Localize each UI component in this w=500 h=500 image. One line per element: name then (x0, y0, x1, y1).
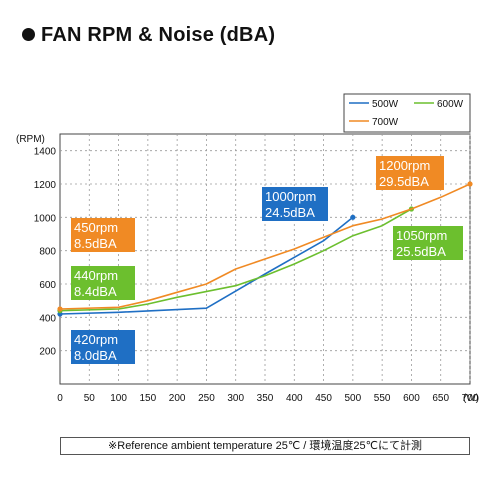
700w-min-label-line: 8.5dBA (74, 236, 117, 251)
600w-min-label-line: 440rpm (74, 268, 118, 283)
500w-max-label-box (262, 187, 328, 221)
500w-min-label-box (71, 330, 135, 364)
page-title-text: FAN RPM & Noise (dBA) (41, 24, 276, 46)
500w-min-label-line: 8.0dBA (74, 348, 117, 363)
x-tick-label: 350 (257, 393, 274, 404)
page-title: FAN RPM & Noise (dBA) (22, 24, 275, 47)
y-tick-label: 200 (39, 347, 56, 358)
500w-max-label-line: 24.5dBA (265, 205, 315, 220)
legend-box (343, 93, 471, 133)
y-tick-label: 800 (39, 247, 56, 258)
700w-min-label-line: 450rpm (74, 220, 118, 235)
y-tick-label: 1000 (34, 213, 57, 224)
500w-max-label-line: 1000rpm (265, 189, 316, 204)
y-tick-label: 400 (39, 313, 56, 324)
600w-max-label-line: 25.5dBA (396, 244, 446, 259)
600w-min-label-box (71, 266, 135, 300)
x-tick-label: 250 (198, 393, 215, 404)
bullet-icon (22, 28, 35, 41)
legend-label-700W: 700W (372, 117, 399, 128)
600w-min-label-line: 8.4dBA (74, 284, 117, 299)
y-axis-label: (RPM) (16, 134, 45, 145)
series-line-600W (59, 208, 412, 312)
600w-max-label-box (393, 226, 463, 260)
x-tick-label: 550 (374, 393, 391, 404)
legend-label-600W: 600W (437, 99, 464, 110)
x-axis-label: (W) (463, 393, 479, 404)
x-tick-label: 300 (227, 393, 244, 404)
y-tick-label: 1200 (34, 180, 57, 191)
y-tick-label: 1400 (34, 147, 57, 158)
x-tick-label: 100 (110, 393, 127, 404)
700w-max-label-line: 1200rpm (379, 158, 430, 173)
x-tick-label: 500 (345, 393, 362, 404)
x-tick-label: 0 (57, 393, 63, 404)
x-tick-label: 600 (403, 393, 420, 404)
x-tick-label: 150 (140, 393, 157, 404)
y-tick-label: 600 (39, 280, 56, 291)
footnote: ※Reference ambient temperature 25℃ / 環境温… (60, 437, 470, 455)
series-line-700W (59, 183, 471, 310)
700w-max-label-box (376, 156, 444, 190)
x-tick-label: 700 (462, 393, 479, 404)
series-line-500W (59, 216, 354, 315)
data-point-700W (467, 181, 473, 187)
x-tick-label: 50 (84, 393, 96, 404)
700w-min-label-box (71, 218, 135, 252)
legend-label-500W: 500W (372, 99, 399, 110)
500w-min-label-line: 420rpm (74, 332, 118, 347)
x-tick-label: 650 (432, 393, 449, 404)
data-point-500W (350, 214, 356, 220)
x-tick-label: 200 (169, 393, 186, 404)
x-tick-label: 450 (315, 393, 332, 404)
600w-max-label-line: 1050rpm (396, 228, 447, 243)
data-point-700W (57, 306, 63, 312)
700w-max-label-line: 29.5dBA (379, 174, 429, 189)
x-tick-label: 400 (286, 393, 303, 404)
